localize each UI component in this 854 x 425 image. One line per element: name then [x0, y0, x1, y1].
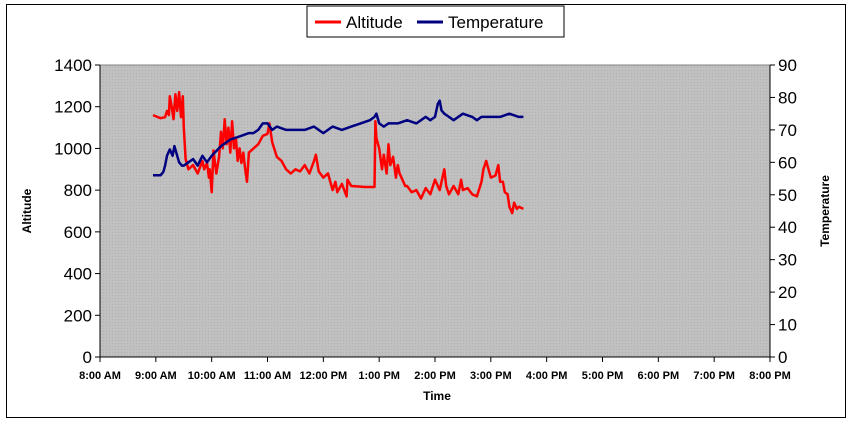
plot-area	[99, 64, 771, 358]
x-tick-label: 10:00 AM	[188, 370, 236, 382]
x-tick-label: 4:00 PM	[526, 370, 568, 382]
x-tick-label: 1:00 PM	[358, 370, 400, 382]
series-line-altitude	[152, 90, 524, 215]
series-layer	[152, 90, 524, 215]
y-right-tick-label: 60	[778, 153, 797, 172]
y-left-tick-label: 1000	[54, 139, 92, 158]
y-left-tick-label: 0	[83, 348, 92, 367]
x-tick-label: 5:00 PM	[582, 370, 624, 382]
x-tick-label: 8:00 PM	[749, 370, 791, 382]
x-tick-label: 3:00 PM	[470, 370, 512, 382]
y-right-tick-label: 30	[778, 251, 797, 270]
series-line-temperature	[153, 99, 524, 177]
x-tick-label: 12:00 PM	[299, 370, 347, 382]
y-left-tick-label: 400	[64, 265, 92, 284]
y-right-tick-label: 50	[778, 186, 797, 205]
axes: 0 200 400 600 800 1000 1200 1400 0 10 20 30 40 50 60 70…	[54, 56, 797, 382]
y-left-tick-label: 200	[64, 306, 92, 325]
y-left-tick-label: 1400	[54, 56, 92, 75]
y-right-tick-label: 10	[778, 316, 797, 335]
y-right-tick-label: 20	[778, 283, 797, 302]
x-tick-label: 11:00 AM	[244, 370, 291, 382]
x-tick-label: 2:00 PM	[414, 370, 456, 382]
y-left-tick-label: 1200	[54, 98, 92, 117]
legend-label-altitude: Altitude	[346, 13, 403, 32]
y-right-tick-label: 70	[778, 121, 797, 140]
x-tick-label: 9:00 AM	[135, 370, 177, 382]
y-axis-left-title: Altitude	[20, 188, 34, 233]
legend: Altitude Temperature	[306, 5, 565, 38]
x-tick-label: 7:00 PM	[693, 370, 735, 382]
y-axis-right-title: Temperature	[818, 175, 832, 247]
x-axis-title: Time	[423, 389, 451, 403]
x-tick-label: 8:00 AM	[79, 370, 121, 382]
y-left-tick-label: 800	[64, 181, 92, 200]
y-right-tick-label: 40	[778, 218, 797, 237]
y-right-tick-label: 90	[778, 56, 797, 75]
y-left-tick-label: 600	[64, 223, 92, 242]
legend-label-temperature: Temperature	[448, 13, 543, 32]
y-right-tick-label: 0	[778, 348, 787, 367]
y-right-tick-label: 80	[778, 88, 797, 107]
x-tick-label: 6:00 PM	[638, 370, 680, 382]
